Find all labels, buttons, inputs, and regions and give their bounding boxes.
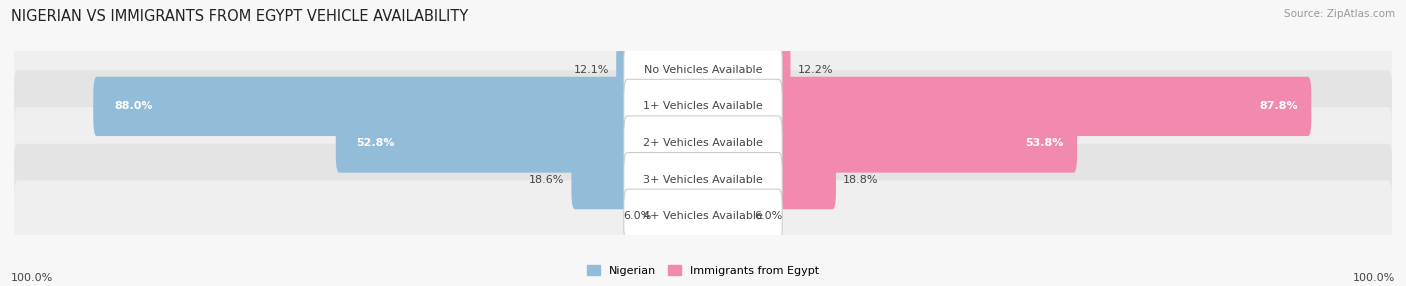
Text: No Vehicles Available: No Vehicles Available — [644, 65, 762, 75]
Text: 88.0%: 88.0% — [114, 102, 152, 111]
FancyBboxPatch shape — [624, 116, 782, 170]
Text: Source: ZipAtlas.com: Source: ZipAtlas.com — [1284, 9, 1395, 19]
Text: 18.8%: 18.8% — [842, 175, 879, 184]
Text: 87.8%: 87.8% — [1258, 102, 1298, 111]
Text: 12.1%: 12.1% — [574, 65, 609, 75]
FancyBboxPatch shape — [14, 107, 1392, 179]
Text: 100.0%: 100.0% — [11, 273, 53, 283]
Text: 53.8%: 53.8% — [1025, 138, 1063, 148]
FancyBboxPatch shape — [14, 34, 1392, 106]
FancyBboxPatch shape — [700, 77, 1312, 136]
Text: 4+ Vehicles Available: 4+ Vehicles Available — [643, 211, 763, 221]
Text: 3+ Vehicles Available: 3+ Vehicles Available — [643, 175, 763, 184]
Text: 2+ Vehicles Available: 2+ Vehicles Available — [643, 138, 763, 148]
Text: 52.8%: 52.8% — [357, 138, 395, 148]
Text: 18.6%: 18.6% — [529, 175, 565, 184]
FancyBboxPatch shape — [624, 189, 782, 243]
Text: 6.0%: 6.0% — [623, 211, 651, 221]
FancyBboxPatch shape — [93, 77, 706, 136]
FancyBboxPatch shape — [624, 43, 782, 97]
FancyBboxPatch shape — [616, 40, 706, 100]
Legend: Nigerian, Immigrants from Egypt: Nigerian, Immigrants from Egypt — [582, 261, 824, 280]
FancyBboxPatch shape — [700, 150, 837, 209]
FancyBboxPatch shape — [700, 40, 790, 100]
FancyBboxPatch shape — [14, 180, 1392, 252]
Text: 12.2%: 12.2% — [797, 65, 832, 75]
FancyBboxPatch shape — [700, 186, 748, 246]
Text: 100.0%: 100.0% — [1353, 273, 1395, 283]
FancyBboxPatch shape — [658, 186, 706, 246]
FancyBboxPatch shape — [14, 144, 1392, 215]
Text: NIGERIAN VS IMMIGRANTS FROM EGYPT VEHICLE AVAILABILITY: NIGERIAN VS IMMIGRANTS FROM EGYPT VEHICL… — [11, 9, 468, 23]
FancyBboxPatch shape — [571, 150, 706, 209]
FancyBboxPatch shape — [624, 79, 782, 134]
FancyBboxPatch shape — [624, 152, 782, 207]
FancyBboxPatch shape — [14, 71, 1392, 142]
FancyBboxPatch shape — [336, 113, 706, 173]
FancyBboxPatch shape — [700, 113, 1077, 173]
Text: 6.0%: 6.0% — [755, 211, 783, 221]
Text: 1+ Vehicles Available: 1+ Vehicles Available — [643, 102, 763, 111]
